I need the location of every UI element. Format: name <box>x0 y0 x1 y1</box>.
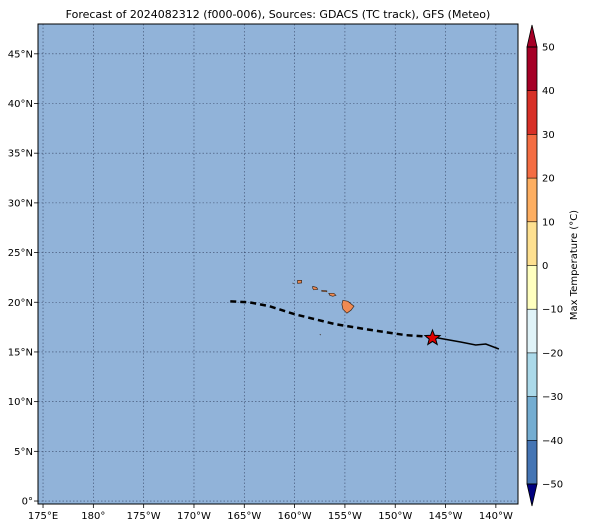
colorbar-tick-label: 40 <box>542 86 555 97</box>
axis-ticks: 175°E 180° 175°W 170°W 165°W 160°W 155°W 150°W 1… <box>8 49 513 522</box>
lat-tick-label: 40°N <box>8 99 33 110</box>
colorbar-tick-label: 50 <box>542 43 555 54</box>
island-kauai <box>297 280 302 284</box>
colorbar-segment <box>527 178 537 223</box>
map-frame <box>37 23 519 505</box>
colorbar-tick-label: −20 <box>542 348 563 359</box>
lat-tick-label: 5°N <box>14 447 33 458</box>
lon-tick-label: 145°W <box>429 511 463 522</box>
lon-tick-label: 175°W <box>127 511 161 522</box>
colorbar-extend-bottom <box>526 483 538 507</box>
lat-tick-label: 10°N <box>8 397 33 408</box>
tc-track <box>229 300 500 350</box>
colorbar-tick-label: −50 <box>542 480 563 491</box>
storm-position-star-icon <box>423 328 442 346</box>
lat-tick-label: 15°N <box>8 347 33 358</box>
lon-tick-label: 175°E <box>28 511 58 522</box>
island-johnston-atoll <box>319 333 322 336</box>
lon-tick-label: 160°W <box>278 511 312 522</box>
island-maui <box>328 292 337 297</box>
land-masses <box>292 280 355 336</box>
colorbar-tick-label: 20 <box>542 174 555 185</box>
figure-title: Forecast of 2024082312 (f000-006), Sourc… <box>66 8 491 21</box>
lon-tick-label: 165°W <box>227 511 261 522</box>
lon-tick-label: 140°W <box>479 511 513 522</box>
colorbar-tick-label: 0 <box>542 261 548 272</box>
colorbar-label: Max Temperature (°C) <box>569 210 580 320</box>
lat-tick-label: 30°N <box>8 198 33 209</box>
colorbar-segment <box>527 396 537 441</box>
colorbar-segment <box>527 265 537 310</box>
lat-tick-label: 45°N <box>8 49 33 60</box>
colorbar-tick-label: 30 <box>542 130 555 141</box>
ocean-background <box>38 24 518 504</box>
lat-tick-label: 25°N <box>8 248 33 259</box>
lon-tick-label: 170°W <box>177 511 211 522</box>
lon-tick-label: 150°W <box>378 511 412 522</box>
graticule <box>38 24 518 504</box>
lat-tick-label: 20°N <box>8 298 33 309</box>
colorbar-tick-label: −40 <box>542 436 563 447</box>
island-niihau <box>292 282 294 285</box>
colorbar-segment <box>527 352 537 397</box>
colorbar-tick-label: −10 <box>542 305 563 316</box>
colorbar-segment <box>527 47 537 91</box>
island-molokai <box>321 289 328 293</box>
island-oahu <box>312 285 319 291</box>
colorbar-extend-top <box>526 24 538 48</box>
colorbar-tick-label: 10 <box>542 217 555 228</box>
colorbar-segment <box>527 90 537 135</box>
track-past-line <box>432 336 500 350</box>
island-hawaii <box>341 299 355 314</box>
lat-tick-label: 0° <box>22 497 33 508</box>
colorbar-segment <box>527 440 537 485</box>
track-forecast-line <box>229 300 433 339</box>
colorbar-tick-label: −30 <box>542 392 563 403</box>
lon-tick-label: 180° <box>81 511 105 522</box>
lat-tick-label: 35°N <box>8 149 33 160</box>
colorbar: 50 40 30 20 10 0 −10 −20 −30 −40 −50 <box>526 24 563 507</box>
lon-tick-label: 155°W <box>328 511 362 522</box>
colorbar-segment <box>527 221 537 266</box>
colorbar-segment <box>527 309 537 354</box>
colorbar-segment <box>527 134 537 179</box>
